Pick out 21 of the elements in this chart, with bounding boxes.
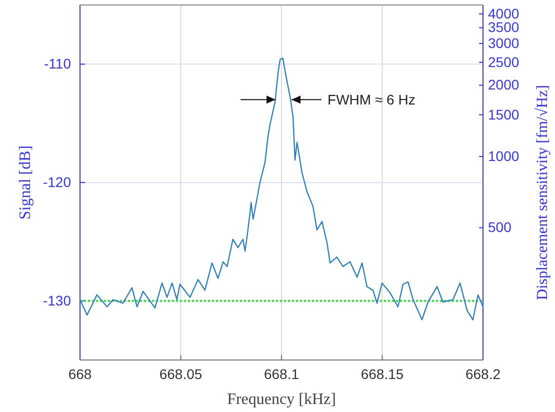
x-tick-label: 668.15 (360, 366, 404, 382)
x-axis-title: Frequency [kHz] (227, 391, 336, 408)
y2-tick-label: 2000 (488, 76, 520, 93)
y-tick-label: -110 (44, 56, 72, 72)
y2-tick-label: 2500 (488, 54, 520, 70)
x-tick-label: 668 (68, 366, 92, 382)
y2-tick-label: 4000 (488, 5, 520, 22)
y-axis-title: Signal [dB] (17, 145, 34, 220)
y-tick-label: -120 (42, 174, 72, 190)
y2-axis-title: Displacement sensitivity [fm/√Hz] (534, 84, 551, 300)
y2-tick-label: 500 (488, 219, 512, 236)
line-series (79, 58, 484, 320)
y2-tick-label: 3000 (488, 35, 520, 52)
annotation: FWHM ≈ 6 Hz (328, 92, 416, 108)
x-tick-label: 668.2 (465, 366, 501, 382)
x-tick-label: 668.05 (159, 366, 202, 382)
y2-tick-label: 1000 (488, 148, 520, 164)
y2-tick-label: 1500 (488, 106, 520, 122)
y2-tick-label: 3500 (488, 19, 520, 36)
x-tick-label: 668.1 (264, 366, 300, 382)
y-tick-label: -130 (42, 292, 72, 308)
